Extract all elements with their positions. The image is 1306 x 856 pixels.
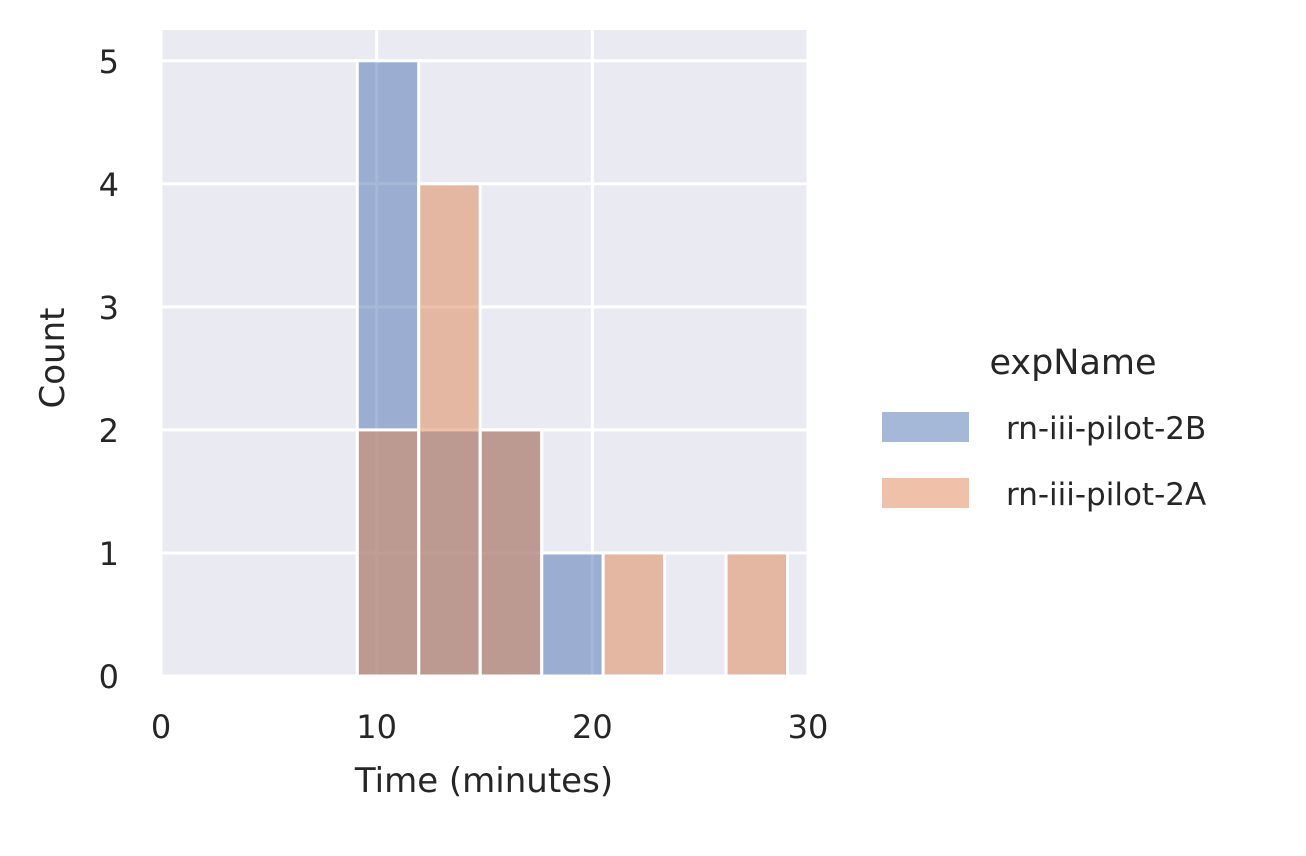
legend-swatch [882,478,969,508]
legend: expName rn-iii-pilot-2B rn-iii-pilot-2A [882,343,1206,513]
legend-swatch [882,412,969,442]
bar-rn-iii-pilot-2A-bin-0 [355,428,421,678]
x-axis-label: Time (minutes) [354,761,613,801]
bar-rn-iii-pilot-2A-bin-1 [417,182,482,678]
y-tick-label: 2 [99,412,119,450]
bar-rn-iii-pilot-2A-bin-2 [478,428,544,678]
y-tick-label: 1 [99,535,119,573]
legend-label: rn-iii-pilot-2A [1006,477,1206,513]
y-axis-label: Count [33,308,73,409]
y-tick-labels: 0 1 2 3 4 5 [99,43,119,696]
bar-rn-iii-pilot-2A-bin-6 [724,551,790,678]
bars [355,59,790,678]
legend-label: rn-iii-pilot-2B [1006,411,1206,447]
x-tick-label: 20 [572,708,613,746]
x-tick-label: 30 [788,708,829,746]
y-tick-label: 5 [99,43,119,81]
x-tick-labels: 0 10 20 30 [151,708,829,746]
bar-rn-iii-pilot-2B-bin-3 [540,551,605,678]
y-tick-label: 0 [99,658,119,696]
x-tick-label: 10 [356,708,397,746]
legend-title: expName [989,343,1156,383]
y-tick-label: 4 [99,166,119,204]
y-tick-label: 3 [99,289,119,327]
x-tick-label: 0 [151,708,171,746]
bar-rn-iii-pilot-2A-bin-4 [601,551,667,678]
